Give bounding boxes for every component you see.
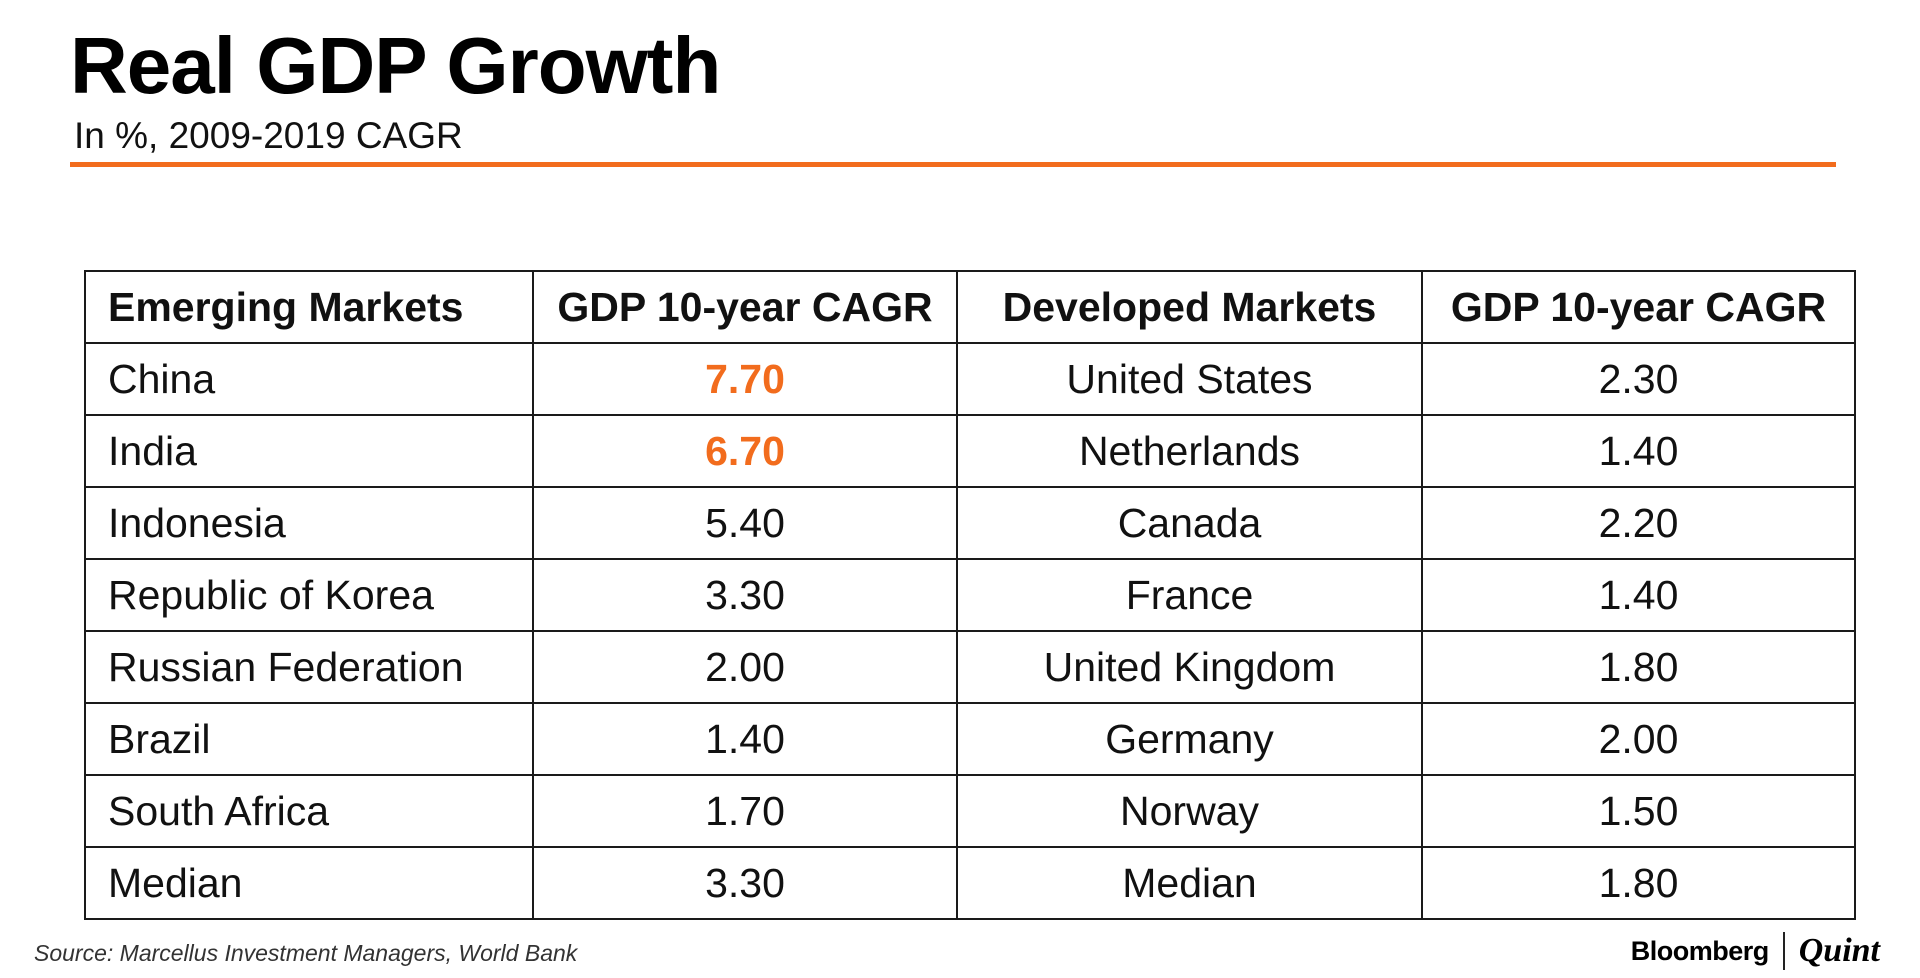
developed-market-name: United States: [956, 342, 1423, 416]
emerging-market-name: South Africa: [84, 774, 534, 848]
bloomberg-wordmark: Bloomberg: [1630, 935, 1770, 966]
column-header: Developed Markets: [956, 270, 1423, 344]
table-row: Russian Federation 2.00 United Kingdom 1.80: [84, 630, 1856, 704]
table-body: China 7.70 United States 2.30 India 6.70 Nethe…: [84, 342, 1856, 920]
developed-market-name: Norway: [956, 774, 1423, 848]
developed-market-cagr: 1.50: [1421, 774, 1856, 848]
gdp-table: Emerging Markets GDP 10-year CAGR Develo…: [84, 270, 1856, 920]
emerging-market-cagr: 3.30: [532, 846, 958, 920]
developed-market-cagr: 2.30: [1421, 342, 1856, 416]
table-row: China 7.70 United States 2.30: [84, 342, 1856, 416]
emerging-market-name: Median: [84, 846, 534, 920]
table-row: Republic of Korea 3.30 France 1.40: [84, 558, 1856, 632]
developed-market-name: Median: [956, 846, 1423, 920]
developed-market-name: United Kingdom: [956, 630, 1423, 704]
developed-market-name: France: [956, 558, 1423, 632]
column-header: GDP 10-year CAGR: [1421, 270, 1856, 344]
emerging-market-cagr: 2.00: [532, 630, 958, 704]
table-header-row: Emerging Markets GDP 10-year CAGR Develo…: [84, 270, 1856, 344]
table-row: Brazil 1.40 Germany 2.00: [84, 702, 1856, 776]
emerging-market-name: China: [84, 342, 534, 416]
table-row: South Africa 1.70 Norway 1.50: [84, 774, 1856, 848]
developed-market-cagr: 1.80: [1421, 630, 1856, 704]
emerging-market-name: Indonesia: [84, 486, 534, 560]
column-header: Emerging Markets: [84, 270, 534, 344]
developed-market-cagr: 2.00: [1421, 702, 1856, 776]
emerging-market-name: Brazil: [84, 702, 534, 776]
developed-market-cagr: 1.40: [1421, 414, 1856, 488]
emerging-market-name: Russian Federation: [84, 630, 534, 704]
table-row: Indonesia 5.40 Canada 2.20: [84, 486, 1856, 560]
developed-market-name: Canada: [956, 486, 1423, 560]
quint-wordmark: Quint: [1798, 932, 1880, 969]
developed-market-cagr: 2.20: [1421, 486, 1856, 560]
emerging-market-cagr: 1.40: [532, 702, 958, 776]
emerging-market-cagr: 3.30: [532, 558, 958, 632]
column-header: GDP 10-year CAGR: [532, 270, 958, 344]
emerging-market-name: Republic of Korea: [84, 558, 534, 632]
table-row: India 6.70 Netherlands 1.40: [84, 414, 1856, 488]
chart-title: Real GDP Growth: [70, 21, 721, 110]
emerging-market-cagr: 7.70: [532, 342, 958, 416]
developed-market-cagr: 1.40: [1421, 558, 1856, 632]
developed-market-name: Netherlands: [956, 414, 1423, 488]
title-divider: [70, 162, 1836, 167]
table-row: Median 3.30 Median 1.80: [84, 846, 1856, 920]
brand-logo: Bloomberg Quint: [1631, 932, 1880, 970]
emerging-market-cagr: 5.40: [532, 486, 958, 560]
source-note: Source: Marcellus Investment Managers, W…: [34, 940, 578, 966]
developed-market-cagr: 1.80: [1421, 846, 1856, 920]
chart-subtitle: In %, 2009-2019 CAGR: [74, 115, 463, 156]
emerging-market-cagr: 6.70: [532, 414, 958, 488]
emerging-market-name: India: [84, 414, 534, 488]
developed-market-name: Germany: [956, 702, 1423, 776]
brand-separator: [1782, 932, 1785, 970]
emerging-market-cagr: 1.70: [532, 774, 958, 848]
